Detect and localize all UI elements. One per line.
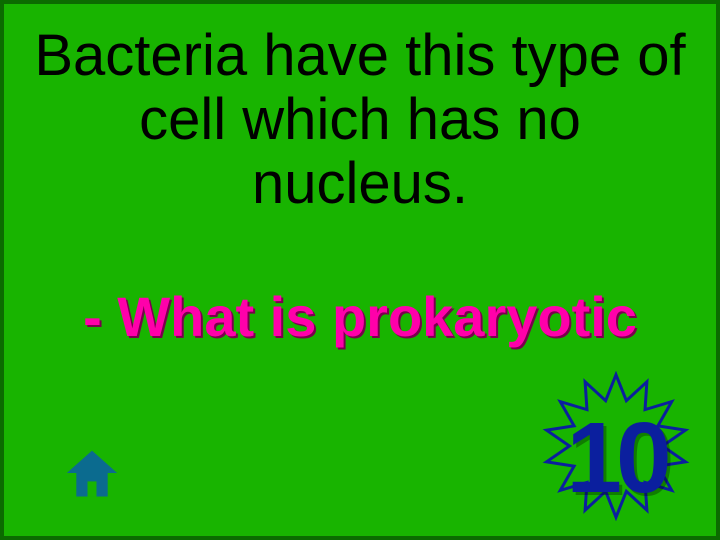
quiz-slide: Bacteria have this type of cell which ha… bbox=[0, 0, 720, 540]
question-text: Bacteria have this type of cell which ha… bbox=[4, 24, 716, 215]
home-roof bbox=[67, 451, 117, 473]
points-starburst[interactable] bbox=[541, 371, 691, 521]
home-icon[interactable] bbox=[64, 445, 120, 501]
home-door bbox=[88, 481, 97, 496]
answer-text: - What is prokaryotic bbox=[4, 284, 716, 349]
starburst-shape bbox=[547, 375, 686, 518]
